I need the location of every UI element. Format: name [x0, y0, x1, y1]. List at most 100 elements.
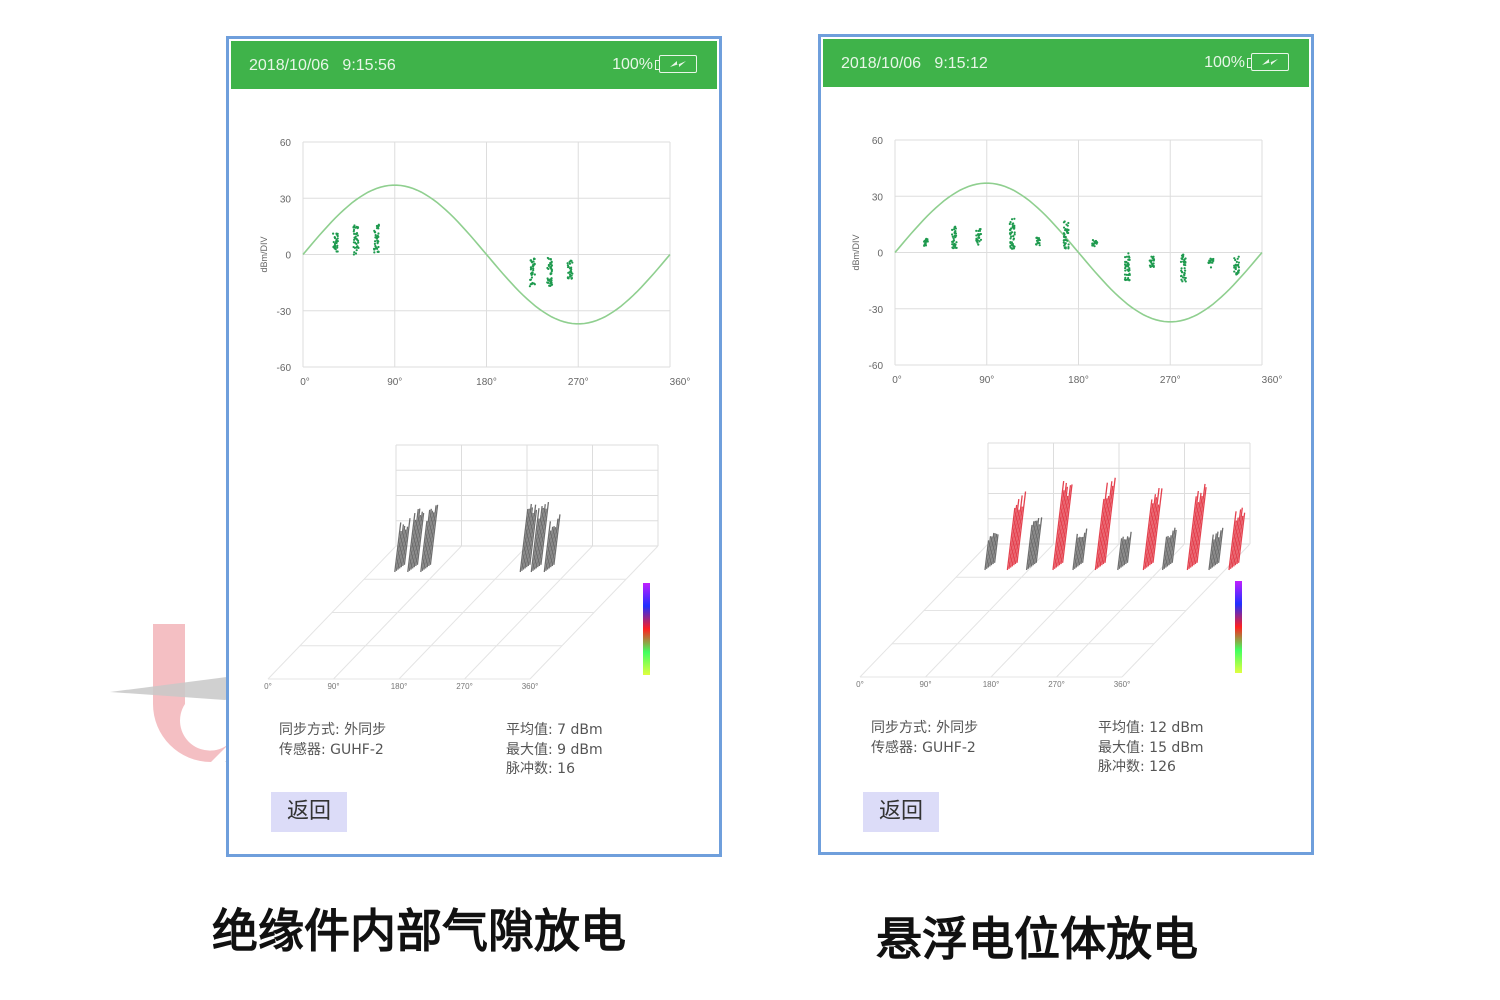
pulse-count: 脉冲数: 126	[1098, 759, 1176, 775]
pulse-point	[530, 260, 533, 263]
pulse-point	[549, 263, 552, 266]
pulse-point	[1096, 241, 1099, 244]
pulse-point	[1067, 245, 1070, 249]
pulse-point	[550, 283, 554, 286]
pulse-point	[1038, 244, 1041, 247]
date-text: 2018/10/06	[841, 55, 922, 72]
pulse-point	[336, 244, 339, 247]
pulse-point	[1091, 239, 1095, 242]
pulse-point	[1064, 228, 1067, 232]
back-button[interactable]: 返回	[863, 792, 939, 832]
prps-bar	[1228, 507, 1246, 571]
pulse-point	[1233, 257, 1236, 260]
pulse-point	[1128, 256, 1131, 259]
pulse-point	[571, 261, 574, 264]
sync-info: 同步方式: 外同步 传感器: GUHF-2	[871, 719, 978, 758]
prps-x-tick-label: 270°	[456, 682, 473, 691]
x-tick-label: 0°	[892, 375, 902, 386]
color-scale-bar	[1235, 581, 1242, 673]
pulse-point	[1235, 260, 1238, 263]
pulse-point	[1066, 231, 1069, 234]
pulse-point	[334, 241, 338, 244]
pulse-cluster	[566, 259, 574, 280]
pulse-cluster	[332, 232, 339, 253]
pulse-point	[1184, 269, 1187, 272]
pulse-point	[357, 241, 360, 244]
y-tick-label: -60	[869, 361, 884, 372]
sync-info: 同步方式: 外同步 传感器: GUHF-2	[279, 721, 386, 760]
pulse-point	[533, 273, 536, 276]
pulse-point	[950, 233, 954, 236]
pulse-point	[547, 263, 550, 267]
pulse-point	[352, 241, 355, 244]
prps-bar	[407, 508, 425, 573]
battery-level: 100%	[1204, 54, 1245, 71]
caption: 悬浮电位体放电	[876, 912, 1198, 966]
pulse-point	[530, 276, 534, 279]
prps-x-tick-label: 0°	[856, 680, 864, 689]
pulse-point	[1063, 235, 1066, 239]
x-tick-label: 360°	[670, 377, 691, 388]
pulse-point	[1234, 258, 1237, 262]
pulse-point	[975, 239, 978, 243]
pulse-cluster	[923, 237, 929, 247]
pulse-point	[1064, 238, 1067, 241]
pulse-point	[923, 239, 926, 243]
prps-bar	[519, 503, 538, 573]
pulse-point	[332, 232, 335, 235]
prps-x-tick-label: 360°	[1114, 680, 1131, 689]
prps-x-tick-label: 0°	[264, 682, 272, 691]
prps-x-tick-label: 90°	[919, 680, 931, 689]
average-value: 平均值: 12 dBm	[1098, 720, 1204, 736]
pulse-point	[374, 236, 377, 239]
pulse-point	[570, 271, 573, 275]
pulse-point	[1012, 237, 1016, 240]
pulse-point	[1127, 262, 1130, 265]
pulse-point	[1180, 274, 1183, 277]
pulse-point	[1183, 258, 1186, 261]
pulse-point	[1036, 241, 1039, 244]
pulse-point	[375, 224, 379, 228]
pulse-point	[923, 244, 926, 247]
pulse-point	[1209, 261, 1212, 264]
pulse-point	[532, 282, 535, 285]
pulse-point	[352, 230, 355, 233]
pulse-point	[336, 240, 339, 243]
pulse-point	[355, 231, 359, 235]
pulse-point	[1183, 261, 1186, 264]
pulse-point	[1128, 258, 1131, 262]
pulse-point	[376, 239, 379, 242]
pulse-point	[531, 272, 534, 276]
pulse-point	[1152, 264, 1155, 268]
pulse-point	[549, 258, 552, 261]
back-button[interactable]: 返回	[271, 792, 347, 832]
pulse-cluster	[528, 257, 536, 288]
pulse-point	[356, 234, 359, 237]
time-text: 9:15:12	[934, 55, 988, 72]
pulse-point	[1235, 264, 1238, 267]
stats-info: 平均值: 12 dBm 最大值: 15 dBm 脉冲数: 126	[1098, 719, 1204, 778]
pulse-point	[978, 229, 982, 232]
pulse-point	[952, 228, 956, 231]
pulse-cluster	[1207, 257, 1215, 269]
prps-bar	[1052, 480, 1073, 571]
pulse-cluster	[1008, 217, 1016, 250]
pulse-point	[334, 245, 337, 248]
pulse-point	[332, 245, 335, 249]
pulse-point	[1066, 224, 1069, 227]
pulse-cluster	[1091, 239, 1099, 248]
pulse-point	[977, 233, 980, 236]
pulse-point	[1183, 267, 1186, 270]
pulse-point	[530, 267, 533, 270]
pulse-point	[335, 232, 338, 235]
y-tick-label: 0	[285, 251, 291, 262]
pulse-point	[1183, 273, 1186, 276]
pulse-point	[1152, 262, 1155, 265]
prpd-chart: 60 0° 30 90° 0 180° -30 270° -60 360° dBm/DIV 0° 90°…	[259, 138, 691, 691]
pulse-point	[954, 236, 957, 239]
max-value: 最大值: 9 dBm	[506, 741, 603, 758]
pulse-point	[1184, 276, 1187, 280]
pulse-point	[1236, 257, 1239, 260]
pulse-point	[352, 225, 356, 229]
pulse-point	[355, 225, 358, 228]
